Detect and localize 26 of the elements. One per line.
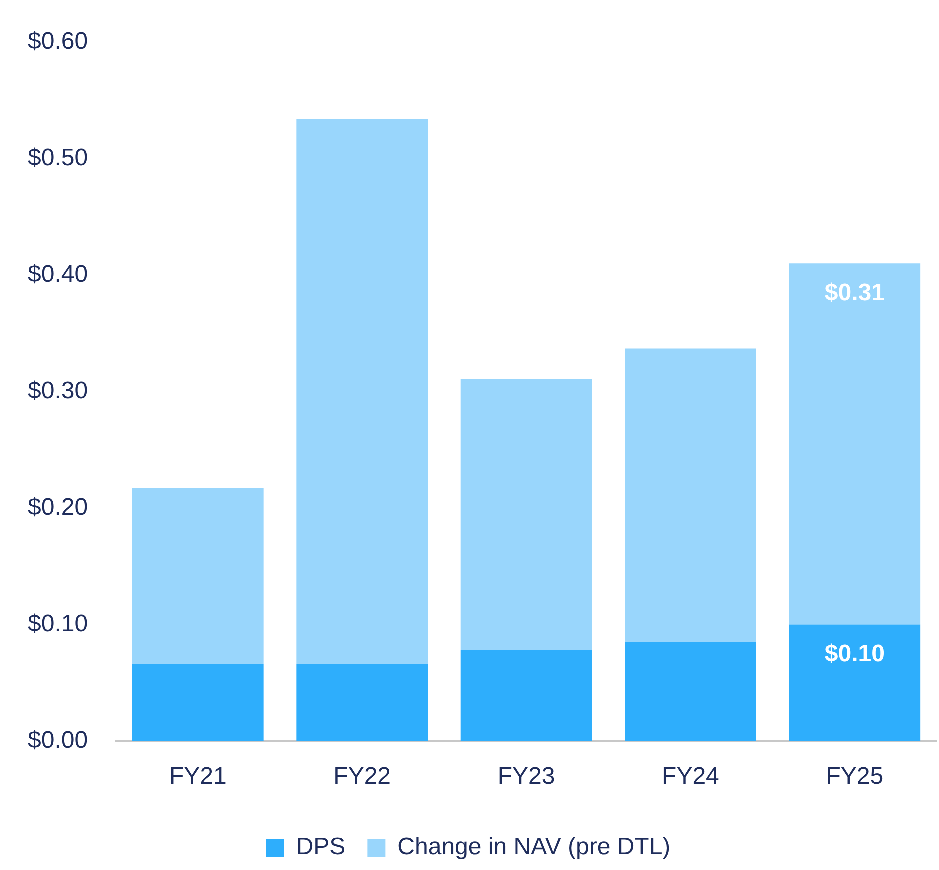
legend-label: DPS bbox=[296, 834, 346, 861]
x-tick-label: FY21 bbox=[169, 763, 227, 790]
x-tick-label: FY23 bbox=[498, 763, 556, 790]
bar bbox=[460, 650, 592, 742]
y-tick-label: $0.60 bbox=[28, 28, 88, 56]
data-label: $0.10 bbox=[824, 640, 885, 668]
bar bbox=[296, 119, 428, 664]
y-tick-label: $0.20 bbox=[28, 494, 88, 521]
x-tick-label: FY22 bbox=[334, 763, 392, 790]
y-tick-label: $0.40 bbox=[28, 260, 88, 288]
data-label: $0.31 bbox=[824, 279, 885, 306]
legend-label: Change in NAV (pre DTL) bbox=[398, 834, 671, 861]
bar bbox=[789, 624, 921, 742]
bar bbox=[132, 664, 264, 742]
y-tick-label: $0.30 bbox=[28, 377, 88, 404]
bar bbox=[789, 264, 921, 625]
bar bbox=[625, 348, 756, 642]
bar bbox=[460, 378, 592, 650]
x-tick-label: FY24 bbox=[662, 763, 720, 790]
bar bbox=[625, 642, 756, 742]
bar bbox=[296, 664, 428, 742]
y-tick-label: $0.10 bbox=[28, 610, 88, 638]
y-tick-label: $0.50 bbox=[28, 144, 88, 172]
x-tick-label: FY25 bbox=[826, 763, 884, 790]
y-tick-label: $0.00 bbox=[28, 726, 88, 754]
bar bbox=[132, 488, 264, 664]
